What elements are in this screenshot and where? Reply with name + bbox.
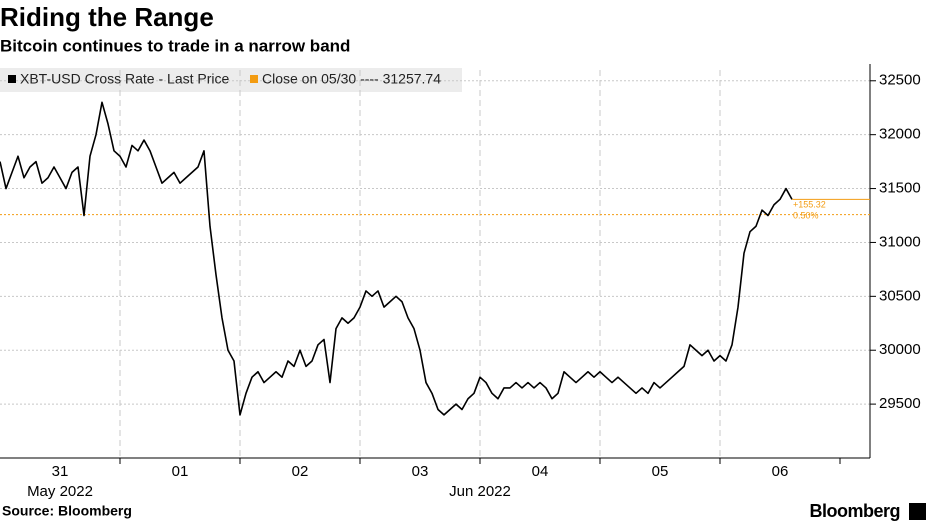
price-line xyxy=(0,101,793,416)
legend-swatch xyxy=(250,75,258,83)
x-tick-label: 05 xyxy=(652,463,669,480)
annotation: 0.50% xyxy=(793,211,819,221)
chart-title: Riding the Range xyxy=(0,2,214,32)
annotation: +155.32 xyxy=(793,200,826,210)
x-tick-label: 01 xyxy=(172,463,189,480)
month-label: Jun 2022 xyxy=(449,483,511,500)
month-label: May 2022 xyxy=(27,483,93,500)
y-tick-label: 29500 xyxy=(879,395,921,412)
x-tick-label: 31 xyxy=(52,463,69,480)
y-tick-label: 31500 xyxy=(879,180,921,197)
source: Source: Bloomberg xyxy=(2,503,132,519)
brand: Bloomberg xyxy=(809,501,900,521)
legend-label: XBT-USD Cross Rate - Last Price xyxy=(20,71,229,87)
brand-icon xyxy=(909,503,926,520)
x-tick-label: 04 xyxy=(532,463,549,480)
y-tick-label: 31000 xyxy=(879,233,921,250)
y-tick-label: 32000 xyxy=(879,126,921,143)
legend-swatch xyxy=(8,75,16,83)
x-tick-label: 06 xyxy=(772,463,789,480)
chart-subtitle: Bitcoin continues to trade in a narrow b… xyxy=(0,36,350,55)
y-tick-label: 30500 xyxy=(879,287,921,304)
x-tick-label: 03 xyxy=(412,463,429,480)
y-tick-label: 30000 xyxy=(879,341,921,358)
x-tick-label: 02 xyxy=(292,463,309,480)
y-tick-label: 32500 xyxy=(879,72,921,89)
legend-box xyxy=(0,68,462,92)
legend-label: Close on 05/30 ---- 31257.74 xyxy=(262,71,441,87)
